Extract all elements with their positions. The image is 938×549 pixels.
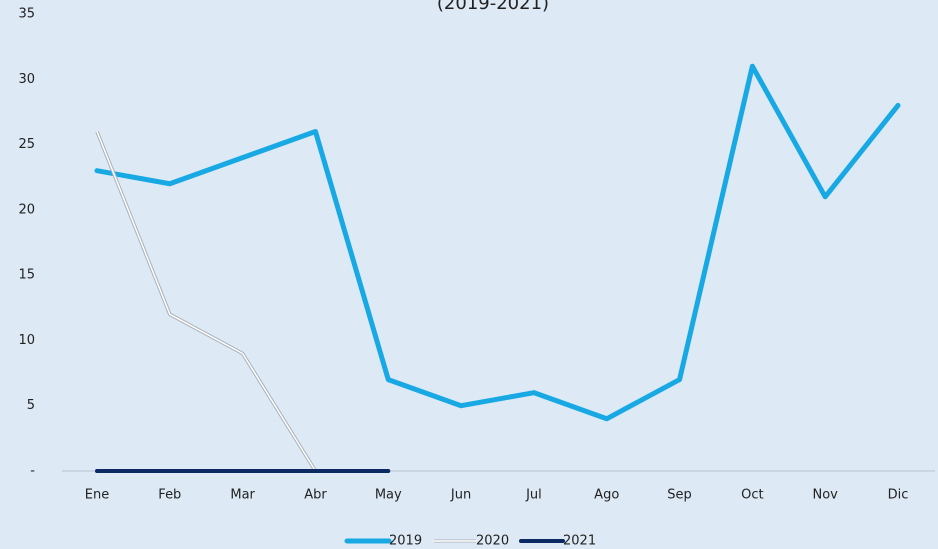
x-tick-label: Ene	[85, 488, 109, 503]
y-tick-label: -	[30, 464, 35, 479]
y-tick-label: 35	[18, 7, 35, 22]
x-tick-label: Oct	[741, 488, 763, 503]
x-tick-label: Abr	[304, 488, 327, 503]
x-tick-label: Nov	[812, 488, 838, 503]
y-tick-label: 30	[18, 72, 35, 87]
x-tick-label: May	[375, 488, 402, 503]
legend-label: 2019	[389, 534, 422, 549]
line-series	[96, 130, 317, 472]
y-tick-label: 10	[18, 333, 35, 348]
x-tick-label: Mar	[230, 488, 255, 503]
x-tick-label: Jul	[525, 488, 542, 503]
x-tick-label: Sep	[667, 488, 692, 503]
x-tick-label: Jun	[450, 488, 471, 503]
y-tick-label: 15	[18, 268, 35, 283]
y-tick-label: 5	[27, 398, 35, 413]
x-tick-label: Feb	[158, 488, 181, 503]
line-series	[94, 63, 901, 422]
legend-label: 2021	[563, 534, 596, 549]
x-tick-label: Ago	[594, 488, 619, 503]
legend-label: 2020	[476, 534, 509, 549]
y-tick-label: 20	[18, 202, 35, 217]
y-tick-label: 25	[18, 137, 35, 152]
line-outline	[95, 130, 317, 472]
x-tick-label: Dic	[888, 488, 909, 503]
chart-subtitle: (2019-2021)	[437, 0, 549, 14]
